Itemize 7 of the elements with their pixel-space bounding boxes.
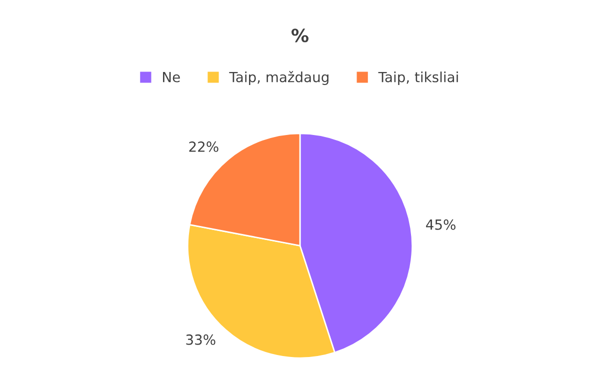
data-label: 33% — [186, 334, 216, 345]
data-label: 22% — [189, 141, 218, 152]
legend-label: Taip, maždaug — [229, 71, 328, 85]
legend-label: Ne — [163, 72, 180, 82]
chart-title: % — [292, 28, 308, 42]
data-label: 45% — [426, 219, 456, 230]
legend-label: Taip, tiksliai — [378, 72, 458, 85]
